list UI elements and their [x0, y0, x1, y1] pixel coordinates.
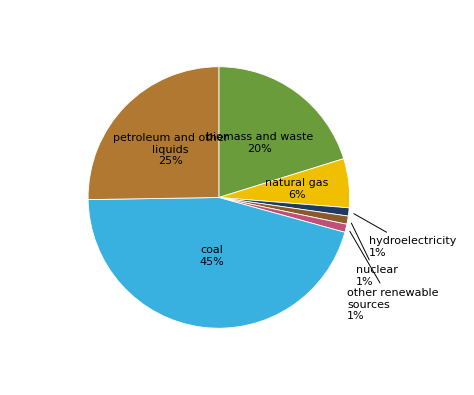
Text: coal
45%: coal 45%: [199, 245, 224, 267]
Text: natural gas
6%: natural gas 6%: [265, 178, 328, 199]
Wedge shape: [219, 198, 348, 224]
Wedge shape: [88, 198, 345, 328]
Wedge shape: [219, 67, 344, 198]
Text: hydroelectricity
1%: hydroelectricity 1%: [354, 214, 456, 258]
Text: other renewable
sources
1%: other renewable sources 1%: [347, 231, 438, 321]
Wedge shape: [219, 159, 350, 208]
Wedge shape: [219, 198, 347, 232]
Text: nuclear
1%: nuclear 1%: [351, 223, 398, 287]
Wedge shape: [88, 67, 219, 199]
Wedge shape: [219, 198, 349, 216]
Text: petroleum and other
liquids
25%: petroleum and other liquids 25%: [113, 133, 228, 166]
Text: biomass and waste
20%: biomass and waste 20%: [206, 132, 313, 154]
